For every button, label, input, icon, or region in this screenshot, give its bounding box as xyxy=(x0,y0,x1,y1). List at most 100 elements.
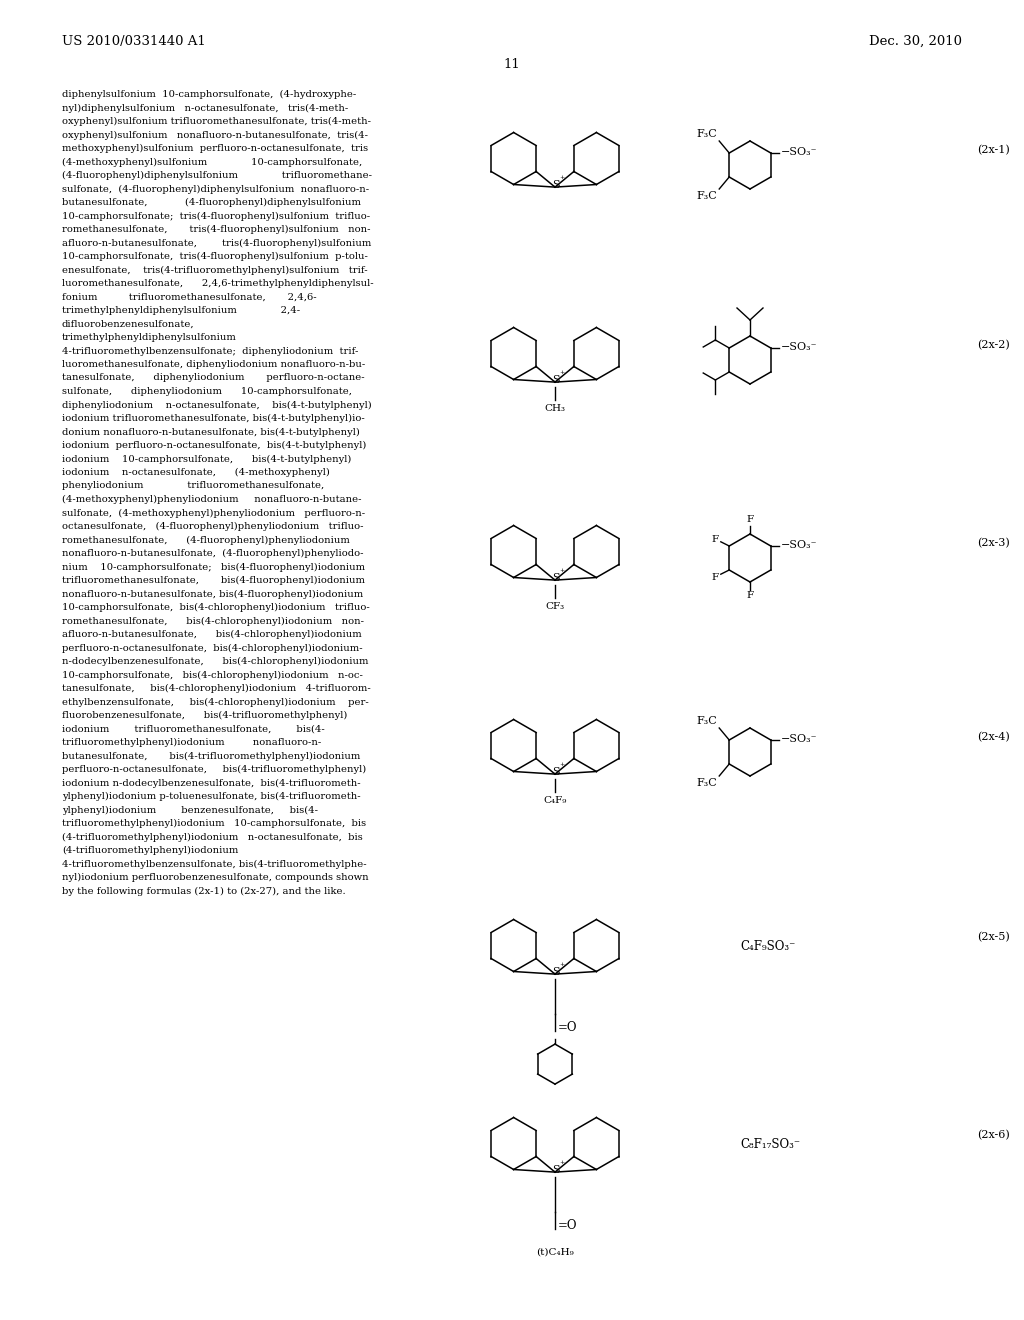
Text: US 2010/0331440 A1: US 2010/0331440 A1 xyxy=(62,36,206,48)
Text: 4-trifluoromethylbenzensulfonate;  diphenyliodonium  trif-: 4-trifluoromethylbenzensulfonate; diphen… xyxy=(62,346,358,355)
Text: iodonium    10-camphorsulfonate,      bis(4-t-butylphenyl): iodonium 10-camphorsulfonate, bis(4-t-bu… xyxy=(62,454,351,463)
Text: iodonium        trifluoromethanesulfonate,        bis(4-: iodonium trifluoromethanesulfonate, bis(… xyxy=(62,725,325,734)
Text: S: S xyxy=(552,573,560,583)
Text: fonium          trifluoromethanesulfonate,       2,4,6-: fonium trifluoromethanesulfonate, 2,4,6- xyxy=(62,293,316,301)
Text: luoromethanesulfonate,      2,4,6-trimethylphenyldiphenylsul-: luoromethanesulfonate, 2,4,6-trimethylph… xyxy=(62,279,374,288)
Text: romethanesulfonate,      bis(4-chlorophenyl)iodonium   non-: romethanesulfonate, bis(4-chlorophenyl)i… xyxy=(62,616,364,626)
Text: donium nonafluoro-n-butanesulfonate, bis(4-t-butylphenyl): donium nonafluoro-n-butanesulfonate, bis… xyxy=(62,428,359,437)
Text: difluorobenzenesulfonate,: difluorobenzenesulfonate, xyxy=(62,319,195,329)
Text: S: S xyxy=(552,1166,560,1175)
Text: afluoro-n-butanesulfonate,        tris(4-fluorophenyl)sulfonium: afluoro-n-butanesulfonate, tris(4-fluoro… xyxy=(62,239,372,248)
Text: iodonium  perfluoro-n-octanesulfonate,  bis(4-t-butylphenyl): iodonium perfluoro-n-octanesulfonate, bi… xyxy=(62,441,367,450)
Text: (4-methoxyphenyl)sulfonium              10-camphorsulfonate,: (4-methoxyphenyl)sulfonium 10-camphorsul… xyxy=(62,157,362,166)
Text: diphenylsulfonium  10-camphorsulfonate,  (4-hydroxyphe-: diphenylsulfonium 10-camphorsulfonate, (… xyxy=(62,90,356,99)
Text: trimethylphenyldiphenylsulfonium: trimethylphenyldiphenylsulfonium xyxy=(62,333,237,342)
Text: perfluoro-n-octanesulfonate,     bis(4-trifluoromethylphenyl): perfluoro-n-octanesulfonate, bis(4-trifl… xyxy=(62,766,367,774)
Text: nyl)diphenylsulfonium   n-octanesulfonate,   tris(4-meth-: nyl)diphenylsulfonium n-octanesulfonate,… xyxy=(62,103,348,112)
Text: S: S xyxy=(552,767,560,777)
Text: F₃C: F₃C xyxy=(696,777,717,788)
Text: 10-camphorsulfonate,  tris(4-fluorophenyl)sulfonium  p-tolu-: 10-camphorsulfonate, tris(4-fluorophenyl… xyxy=(62,252,368,261)
Text: (2x-3): (2x-3) xyxy=(977,537,1010,548)
Text: trifluoromethylphenyl)iodonium         nonafluoro-n-: trifluoromethylphenyl)iodonium nonafluor… xyxy=(62,738,322,747)
Text: C₄F₉SO₃⁻: C₄F₉SO₃⁻ xyxy=(740,940,796,953)
Text: (t)C₄H₉: (t)C₄H₉ xyxy=(537,1247,573,1257)
Text: (4-trifluoromethylphenyl)iodonium   n-octanesulfonate,  bis: (4-trifluoromethylphenyl)iodonium n-octa… xyxy=(62,833,362,842)
Text: (2x-2): (2x-2) xyxy=(977,339,1010,350)
Text: 10-camphorsulfonate,   bis(4-chlorophenyl)iodonium   n-oc-: 10-camphorsulfonate, bis(4-chlorophenyl)… xyxy=(62,671,362,680)
Text: =O: =O xyxy=(558,1218,578,1232)
Text: ylphenyl)iodonium        benzenesulfonate,     bis(4-: ylphenyl)iodonium benzenesulfonate, bis(… xyxy=(62,805,318,814)
Text: nonafluoro-n-butanesulfonate, bis(4-fluorophenyl)iodonium: nonafluoro-n-butanesulfonate, bis(4-fluo… xyxy=(62,590,364,599)
Text: nium    10-camphorsulfonate;   bis(4-fluorophenyl)iodonium: nium 10-camphorsulfonate; bis(4-fluoroph… xyxy=(62,562,366,572)
Text: F₃C: F₃C xyxy=(696,715,717,726)
Text: −SO₃⁻: −SO₃⁻ xyxy=(780,342,817,352)
Text: trifluoromethylphenyl)iodonium   10-camphorsulfonate,  bis: trifluoromethylphenyl)iodonium 10-campho… xyxy=(62,818,367,828)
Text: fluorobenzenesulfonate,      bis(4-trifluoromethylphenyl): fluorobenzenesulfonate, bis(4-trifluorom… xyxy=(62,711,347,721)
Text: C₄F₉: C₄F₉ xyxy=(544,796,566,805)
Text: Dec. 30, 2010: Dec. 30, 2010 xyxy=(869,36,962,48)
Text: ⁺: ⁺ xyxy=(559,961,564,970)
Text: n-dodecylbenzenesulfonate,      bis(4-chlorophenyl)iodonium: n-dodecylbenzenesulfonate, bis(4-chlorop… xyxy=(62,657,369,667)
Text: iodonium trifluoromethanesulfonate, bis(4-t-butylphenyl)io-: iodonium trifluoromethanesulfonate, bis(… xyxy=(62,414,365,424)
Text: ⁺: ⁺ xyxy=(559,762,564,771)
Text: ethylbenzensulfonate,     bis(4-chlorophenyl)iodonium    per-: ethylbenzensulfonate, bis(4-chlorophenyl… xyxy=(62,697,369,706)
Text: F: F xyxy=(712,535,719,544)
Text: sulfonate,  (4-fluorophenyl)diphenylsulfonium  nonafluoro-n-: sulfonate, (4-fluorophenyl)diphenylsulfo… xyxy=(62,185,369,194)
Text: S: S xyxy=(552,375,560,385)
Text: luoromethanesulfonate, diphenyliodonium nonafluoro-n-bu-: luoromethanesulfonate, diphenyliodonium … xyxy=(62,360,366,370)
Text: F: F xyxy=(746,591,754,601)
Text: trimethylphenyldiphenylsulfonium              2,4-: trimethylphenyldiphenylsulfonium 2,4- xyxy=(62,306,300,315)
Text: oxyphenyl)sulfonium   nonafluoro-n-butanesulfonate,  tris(4-: oxyphenyl)sulfonium nonafluoro-n-butanes… xyxy=(62,131,368,140)
Text: tanesulfonate,     bis(4-chlorophenyl)iodonium   4-trifluorom-: tanesulfonate, bis(4-chlorophenyl)iodoni… xyxy=(62,684,371,693)
Text: ⁺: ⁺ xyxy=(559,370,564,379)
Text: S: S xyxy=(552,968,560,977)
Text: (2x-1): (2x-1) xyxy=(977,145,1010,156)
Text: S: S xyxy=(552,180,560,190)
Text: perfluoro-n-octanesulfonate,  bis(4-chlorophenyl)iodonium-: perfluoro-n-octanesulfonate, bis(4-chlor… xyxy=(62,644,362,652)
Text: (4-trifluoromethylphenyl)iodonium: (4-trifluoromethylphenyl)iodonium xyxy=(62,846,239,855)
Text: by the following formulas (2x-1) to (2x-27), and the like.: by the following formulas (2x-1) to (2x-… xyxy=(62,887,346,896)
Text: iodonium    n-octanesulfonate,      (4-methoxyphenyl): iodonium n-octanesulfonate, (4-methoxyph… xyxy=(62,469,330,477)
Text: iodonium n-dodecylbenzenesulfonate,  bis(4-trifluorometh-: iodonium n-dodecylbenzenesulfonate, bis(… xyxy=(62,779,360,788)
Text: trifluoromethanesulfonate,       bis(4-fluorophenyl)iodonium: trifluoromethanesulfonate, bis(4-fluorop… xyxy=(62,576,365,585)
Text: 4-trifluoromethylbenzensulfonate, bis(4-trifluoromethylphe-: 4-trifluoromethylbenzensulfonate, bis(4-… xyxy=(62,859,367,869)
Text: sulfonate,  (4-methoxyphenyl)phenyliodonium   perfluoro-n-: sulfonate, (4-methoxyphenyl)phenyliodoni… xyxy=(62,508,366,517)
Text: butanesulfonate,       bis(4-trifluoromethylphenyl)iodonium: butanesulfonate, bis(4-trifluoromethylph… xyxy=(62,751,360,760)
Text: nonafluoro-n-butanesulfonate,  (4-fluorophenyl)phenyliodo-: nonafluoro-n-butanesulfonate, (4-fluorop… xyxy=(62,549,364,558)
Text: −SO₃⁻: −SO₃⁻ xyxy=(780,147,817,157)
Text: =O: =O xyxy=(558,1020,578,1034)
Text: C₈F₁₇SO₃⁻: C₈F₁₇SO₃⁻ xyxy=(740,1138,800,1151)
Text: (4-fluorophenyl)diphenylsulfonium              trifluoromethane-: (4-fluorophenyl)diphenylsulfonium triflu… xyxy=(62,172,372,180)
Text: methoxyphenyl)sulfonium  perfluoro-n-octanesulfonate,  tris: methoxyphenyl)sulfonium perfluoro-n-octa… xyxy=(62,144,368,153)
Text: nyl)iodonium perfluorobenzenesulfonate, compounds shown: nyl)iodonium perfluorobenzenesulfonate, … xyxy=(62,873,369,882)
Text: F: F xyxy=(746,516,754,524)
Text: diphenyliodonium    n-octanesulfonate,    bis(4-t-butylphenyl): diphenyliodonium n-octanesulfonate, bis(… xyxy=(62,400,372,409)
Text: romethanesulfonate,      (4-fluorophenyl)phenyliodonium: romethanesulfonate, (4-fluorophenyl)phen… xyxy=(62,536,350,545)
Text: CF₃: CF₃ xyxy=(546,602,564,611)
Text: octanesulfonate,   (4-fluorophenyl)phenyliodonium   trifluo-: octanesulfonate, (4-fluorophenyl)phenyli… xyxy=(62,521,364,531)
Text: F: F xyxy=(712,573,719,582)
Text: (2x-6): (2x-6) xyxy=(977,1130,1010,1140)
Text: −SO₃⁻: −SO₃⁻ xyxy=(780,734,817,744)
Text: afluoro-n-butanesulfonate,      bis(4-chlorophenyl)iodonium: afluoro-n-butanesulfonate, bis(4-chlorop… xyxy=(62,630,361,639)
Text: 11: 11 xyxy=(504,58,520,71)
Text: 10-camphorsulfonate;  tris(4-fluorophenyl)sulfonium  trifluo-: 10-camphorsulfonate; tris(4-fluorophenyl… xyxy=(62,211,370,220)
Text: romethanesulfonate,       tris(4-fluorophenyl)sulfonium   non-: romethanesulfonate, tris(4-fluorophenyl)… xyxy=(62,224,371,234)
Text: ⁺: ⁺ xyxy=(559,1159,564,1168)
Text: (2x-4): (2x-4) xyxy=(977,731,1010,742)
Text: ⁺: ⁺ xyxy=(559,174,564,183)
Text: ylphenyl)iodonium p-toluenesulfonate, bis(4-trifluorometh-: ylphenyl)iodonium p-toluenesulfonate, bi… xyxy=(62,792,360,801)
Text: (2x-5): (2x-5) xyxy=(977,932,1010,942)
Text: 10-camphorsulfonate,  bis(4-chlorophenyl)iodonium   trifluo-: 10-camphorsulfonate, bis(4-chlorophenyl)… xyxy=(62,603,370,612)
Text: (4-methoxyphenyl)phenyliodonium     nonafluoro-n-butane-: (4-methoxyphenyl)phenyliodonium nonafluo… xyxy=(62,495,361,504)
Text: −SO₃⁻: −SO₃⁻ xyxy=(780,540,817,550)
Text: enesulfonate,    tris(4-trifluoromethylphenyl)sulfonium   trif-: enesulfonate, tris(4-trifluoromethylphen… xyxy=(62,265,368,275)
Text: F₃C: F₃C xyxy=(696,129,717,139)
Text: ⁺: ⁺ xyxy=(559,568,564,577)
Text: F₃C: F₃C xyxy=(696,191,717,201)
Text: CH₃: CH₃ xyxy=(545,404,565,413)
Text: phenyliodonium              trifluoromethanesulfonate,: phenyliodonium trifluoromethanesulfonate… xyxy=(62,482,325,491)
Text: oxyphenyl)sulfonium trifluoromethanesulfonate, tris(4-meth-: oxyphenyl)sulfonium trifluoromethanesulf… xyxy=(62,117,371,127)
Text: sulfonate,      diphenyliodonium      10-camphorsulfonate,: sulfonate, diphenyliodonium 10-camphorsu… xyxy=(62,387,352,396)
Text: tanesulfonate,      diphenyliodonium       perfluoro-n-octane-: tanesulfonate, diphenyliodonium perfluor… xyxy=(62,374,365,383)
